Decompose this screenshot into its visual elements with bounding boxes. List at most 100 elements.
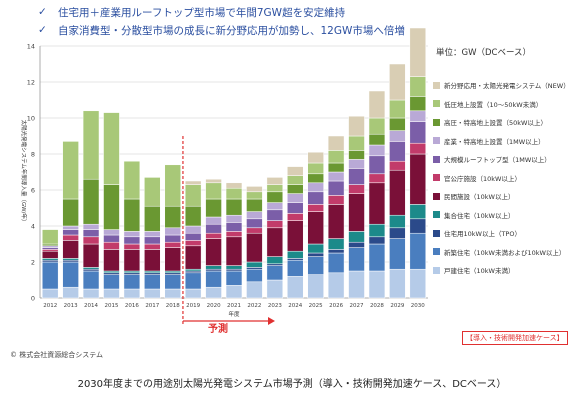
- bar-segment: [164, 227, 181, 236]
- bar-segment: [327, 252, 345, 274]
- bar-segment: [327, 135, 345, 151]
- bar-segment: [123, 236, 141, 245]
- bar-segment: [389, 169, 406, 216]
- bar-segment: [123, 160, 141, 200]
- bar-segment: [103, 249, 120, 272]
- bar-segment: [307, 162, 324, 175]
- bar-segment: [41, 247, 59, 250]
- bar-segment: [41, 250, 59, 259]
- bar-segment: [266, 279, 284, 299]
- legend-label: 集合住宅（10kW以上）: [444, 211, 515, 220]
- bar-segment: [409, 27, 427, 77]
- bar-segment: [123, 198, 141, 232]
- bar-segment: [368, 133, 386, 146]
- y-tick-label: 14: [27, 43, 35, 51]
- bar-segment: [41, 249, 59, 252]
- bar-segment: [246, 218, 263, 229]
- bar-segment: [246, 232, 263, 263]
- legend-swatch: [432, 228, 441, 238]
- bar-segment: [144, 249, 161, 272]
- bar-segment: [368, 90, 386, 119]
- bar-segment: [41, 259, 59, 263]
- legend-item: 高圧・特高地上設置（50kW以上）: [432, 117, 547, 127]
- bar-segment: [266, 184, 284, 193]
- legend-label: 大規模ルーフトップ型（1MW以上）: [444, 156, 551, 164]
- bar-segment: [348, 184, 365, 194]
- bar-segment: [82, 178, 100, 225]
- unit-label: 単位：GW（DCベース）: [436, 48, 532, 58]
- legend-swatch: [432, 210, 441, 219]
- bar-segment: [225, 265, 243, 270]
- bar-segment: [409, 232, 427, 270]
- x-tick-label: 2019: [186, 303, 200, 309]
- case-label: 【導入・技術開発加速ケース】: [462, 331, 568, 345]
- bar-segment: [62, 240, 79, 259]
- legend-item: 産業・特高地上設置（1MW以上）: [432, 136, 545, 146]
- bar-segment: [144, 205, 161, 232]
- bar-segment: [348, 270, 365, 299]
- bar-segment: [103, 234, 120, 243]
- bar-segment: [287, 220, 304, 252]
- bar-segment: [164, 272, 181, 275]
- bar-segment: [103, 229, 120, 236]
- bar-segment: [266, 263, 284, 266]
- bar-segment: [184, 245, 202, 270]
- bar-segment: [144, 270, 161, 274]
- bar-segment: [225, 198, 243, 216]
- bar-segment: [368, 155, 386, 175]
- bar-segment: [307, 243, 324, 254]
- bar-segment: [103, 272, 120, 275]
- bar-segment: [287, 213, 304, 221]
- bar-segment: [409, 218, 427, 234]
- bar-segment: [123, 249, 141, 272]
- x-tick-label: 2022: [247, 303, 261, 309]
- legend-label: 官公庁施設（10kW以上）: [444, 174, 521, 183]
- bar-segment: [246, 211, 263, 220]
- bar-segment: [62, 261, 79, 288]
- bar-segment: [327, 195, 345, 205]
- bar-segment: [184, 272, 202, 290]
- bar-segment: [368, 270, 386, 299]
- bar-segment: [266, 177, 284, 185]
- bar-segment: [82, 236, 100, 245]
- bar-segment: [246, 191, 263, 200]
- bar-segment: [205, 232, 222, 239]
- bar-segment: [123, 272, 141, 275]
- bar-segment: [225, 231, 243, 238]
- bar-segment: [164, 288, 181, 299]
- bar-segment: [389, 238, 406, 270]
- bar-segment: [82, 270, 100, 290]
- bar-segment: [62, 229, 79, 236]
- bar-segment: [62, 141, 79, 200]
- bar-segment: [368, 173, 386, 184]
- bar-segment: [225, 222, 243, 232]
- y-axis-title: 太陽光発電システム年間導入量（GW/年）: [20, 120, 28, 225]
- bar-segment: [62, 258, 79, 261]
- bar-segment: [307, 256, 324, 275]
- bar-segment: [409, 268, 427, 299]
- bar-segment: [307, 252, 324, 257]
- bar-segment: [348, 159, 365, 169]
- y-tick-label: 6: [31, 187, 35, 195]
- bar-segment: [246, 281, 263, 299]
- bar-segment: [409, 204, 427, 220]
- bar-segment: [368, 117, 386, 135]
- bar-segment: [225, 187, 243, 200]
- bar-segment: [327, 180, 345, 196]
- x-tick-label: 2024: [288, 303, 302, 309]
- bar-segment: [123, 243, 141, 250]
- bar-segment: [246, 227, 263, 234]
- bar-segment: [287, 202, 304, 214]
- bar-segment: [266, 209, 284, 221]
- bar-segment: [287, 258, 304, 261]
- legend-label: 高圧・特高地上設置（50kW以上）: [444, 119, 547, 127]
- x-tick-label: 2016: [125, 303, 139, 309]
- bar-segment: [103, 112, 120, 185]
- bullet-line-1: ✓ 住宅用＋産業用ルーフトップ型市場で年間7GW超を安定維持: [38, 3, 578, 21]
- bar-segment: [184, 288, 202, 299]
- bar-segment: [287, 166, 304, 176]
- bar-segment: [205, 198, 222, 218]
- bar-segment: [164, 164, 181, 207]
- bar-segment: [41, 258, 59, 261]
- legend-item: 新築住宅（10kW未満および10kW以上）: [432, 247, 565, 257]
